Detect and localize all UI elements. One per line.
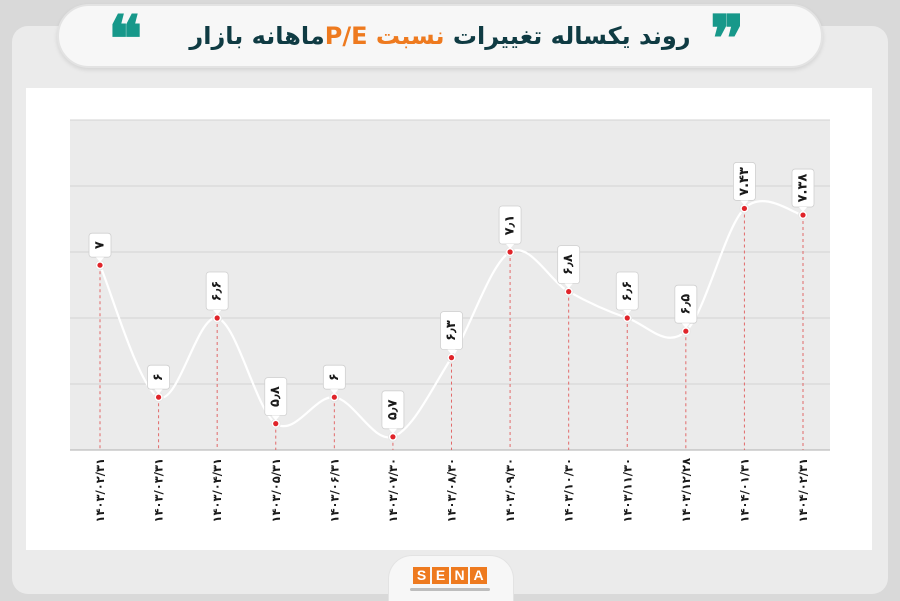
sena-logo: S E N A xyxy=(413,567,487,584)
logo-letter: E xyxy=(432,567,449,584)
value-label-pointer xyxy=(271,415,280,421)
logo-letter: S xyxy=(413,567,430,584)
value-label-pointer xyxy=(681,323,690,329)
data-point xyxy=(97,262,103,268)
value-label-pointer xyxy=(506,244,515,249)
data-point xyxy=(566,289,572,295)
x-tick-label: ۱۴۰۳/۰۵/۳۱ xyxy=(269,458,283,523)
value-label: ۶٫۶ xyxy=(620,281,635,302)
x-tick-label: ۱۴۰۴/۰۱/۳۱ xyxy=(737,458,751,523)
x-tick-label: ۱۴۰۴/۰۲/۳۱ xyxy=(796,458,810,523)
x-tick-label: ۱۴۰۳/۰۹/۳۰ xyxy=(503,458,517,523)
value-label: ۶٫۵ xyxy=(678,294,693,315)
x-tick-label: ۱۴۰۳/۰۶/۳۱ xyxy=(327,458,341,523)
x-tick-label: ۱۴۰۳/۰۲/۳۱ xyxy=(93,458,107,523)
x-tick-label: ۱۴۰۳/۱۱/۳۰ xyxy=(620,458,634,523)
value-label-pointer xyxy=(96,257,104,263)
x-tick-label: ۱۴۰۳/۱۰/۳۰ xyxy=(562,458,576,523)
x-tick-label: ۱۴۰۳/۰۷/۳۰ xyxy=(386,458,400,523)
data-point xyxy=(214,315,220,321)
data-point xyxy=(448,355,455,361)
open-quote-icon: ❝ xyxy=(108,2,143,77)
value-label: ۶ xyxy=(151,373,166,381)
logo-tagline xyxy=(410,588,490,591)
value-label: ۵٫۷ xyxy=(385,399,400,420)
data-point xyxy=(390,434,396,440)
value-label-pointer xyxy=(154,389,163,395)
data-point xyxy=(800,212,806,218)
x-tick-label: ۱۴۰۳/۱۲/۲۸ xyxy=(679,458,693,523)
x-tick-label: ۱۴۰۳/۰۴/۳۱ xyxy=(210,458,224,523)
value-label: ۷٫۱ xyxy=(503,215,518,236)
value-label-pointer xyxy=(564,283,573,289)
data-point xyxy=(331,394,337,400)
value-label-pointer xyxy=(623,310,632,315)
title-prefix: روند یکساله تغییرات xyxy=(444,22,691,50)
logo-letter: N xyxy=(451,567,468,584)
title-banner: روند یکساله تغییرات نسبت P/Eماهانه بازار xyxy=(57,4,823,68)
value-label: ۶٫۳ xyxy=(444,320,459,341)
title-suffix: ماهانه بازار xyxy=(189,22,325,50)
value-label-pointer xyxy=(388,428,397,434)
value-label: ۵٫۸ xyxy=(268,386,283,407)
plot-area xyxy=(70,120,830,450)
value-label-pointer xyxy=(330,389,339,395)
x-tick-label: ۱۴۰۳/۰۸/۳۰ xyxy=(445,458,459,523)
value-label: ۶٫۶ xyxy=(210,281,225,302)
value-label-pointer xyxy=(740,200,749,206)
value-label-pointer xyxy=(799,207,807,213)
data-point xyxy=(273,421,279,427)
close-quote-icon: ❞ xyxy=(710,2,745,77)
logo-badge xyxy=(388,555,514,601)
data-point xyxy=(155,394,162,400)
data-point xyxy=(507,249,513,255)
value-label: ۷ xyxy=(93,241,108,249)
value-label-pointer xyxy=(213,310,222,315)
x-tick-label: ۱۴۰۳/۰۳/۳۱ xyxy=(152,458,166,523)
value-label: ۷.۴۳ xyxy=(737,167,752,196)
data-point xyxy=(741,205,748,212)
data-point xyxy=(683,328,689,334)
chart-title: روند یکساله تغییرات نسبت P/Eماهانه بازار xyxy=(189,22,690,50)
logo-letter: A xyxy=(470,567,487,584)
value-label: ۶٫۸ xyxy=(561,254,576,275)
value-label-pointer xyxy=(447,349,456,355)
data-point xyxy=(624,315,630,321)
value-label: ۶ xyxy=(327,373,342,381)
title-accent: نسبت P/E xyxy=(324,22,445,50)
value-label: ۷.۳۸ xyxy=(796,174,811,203)
